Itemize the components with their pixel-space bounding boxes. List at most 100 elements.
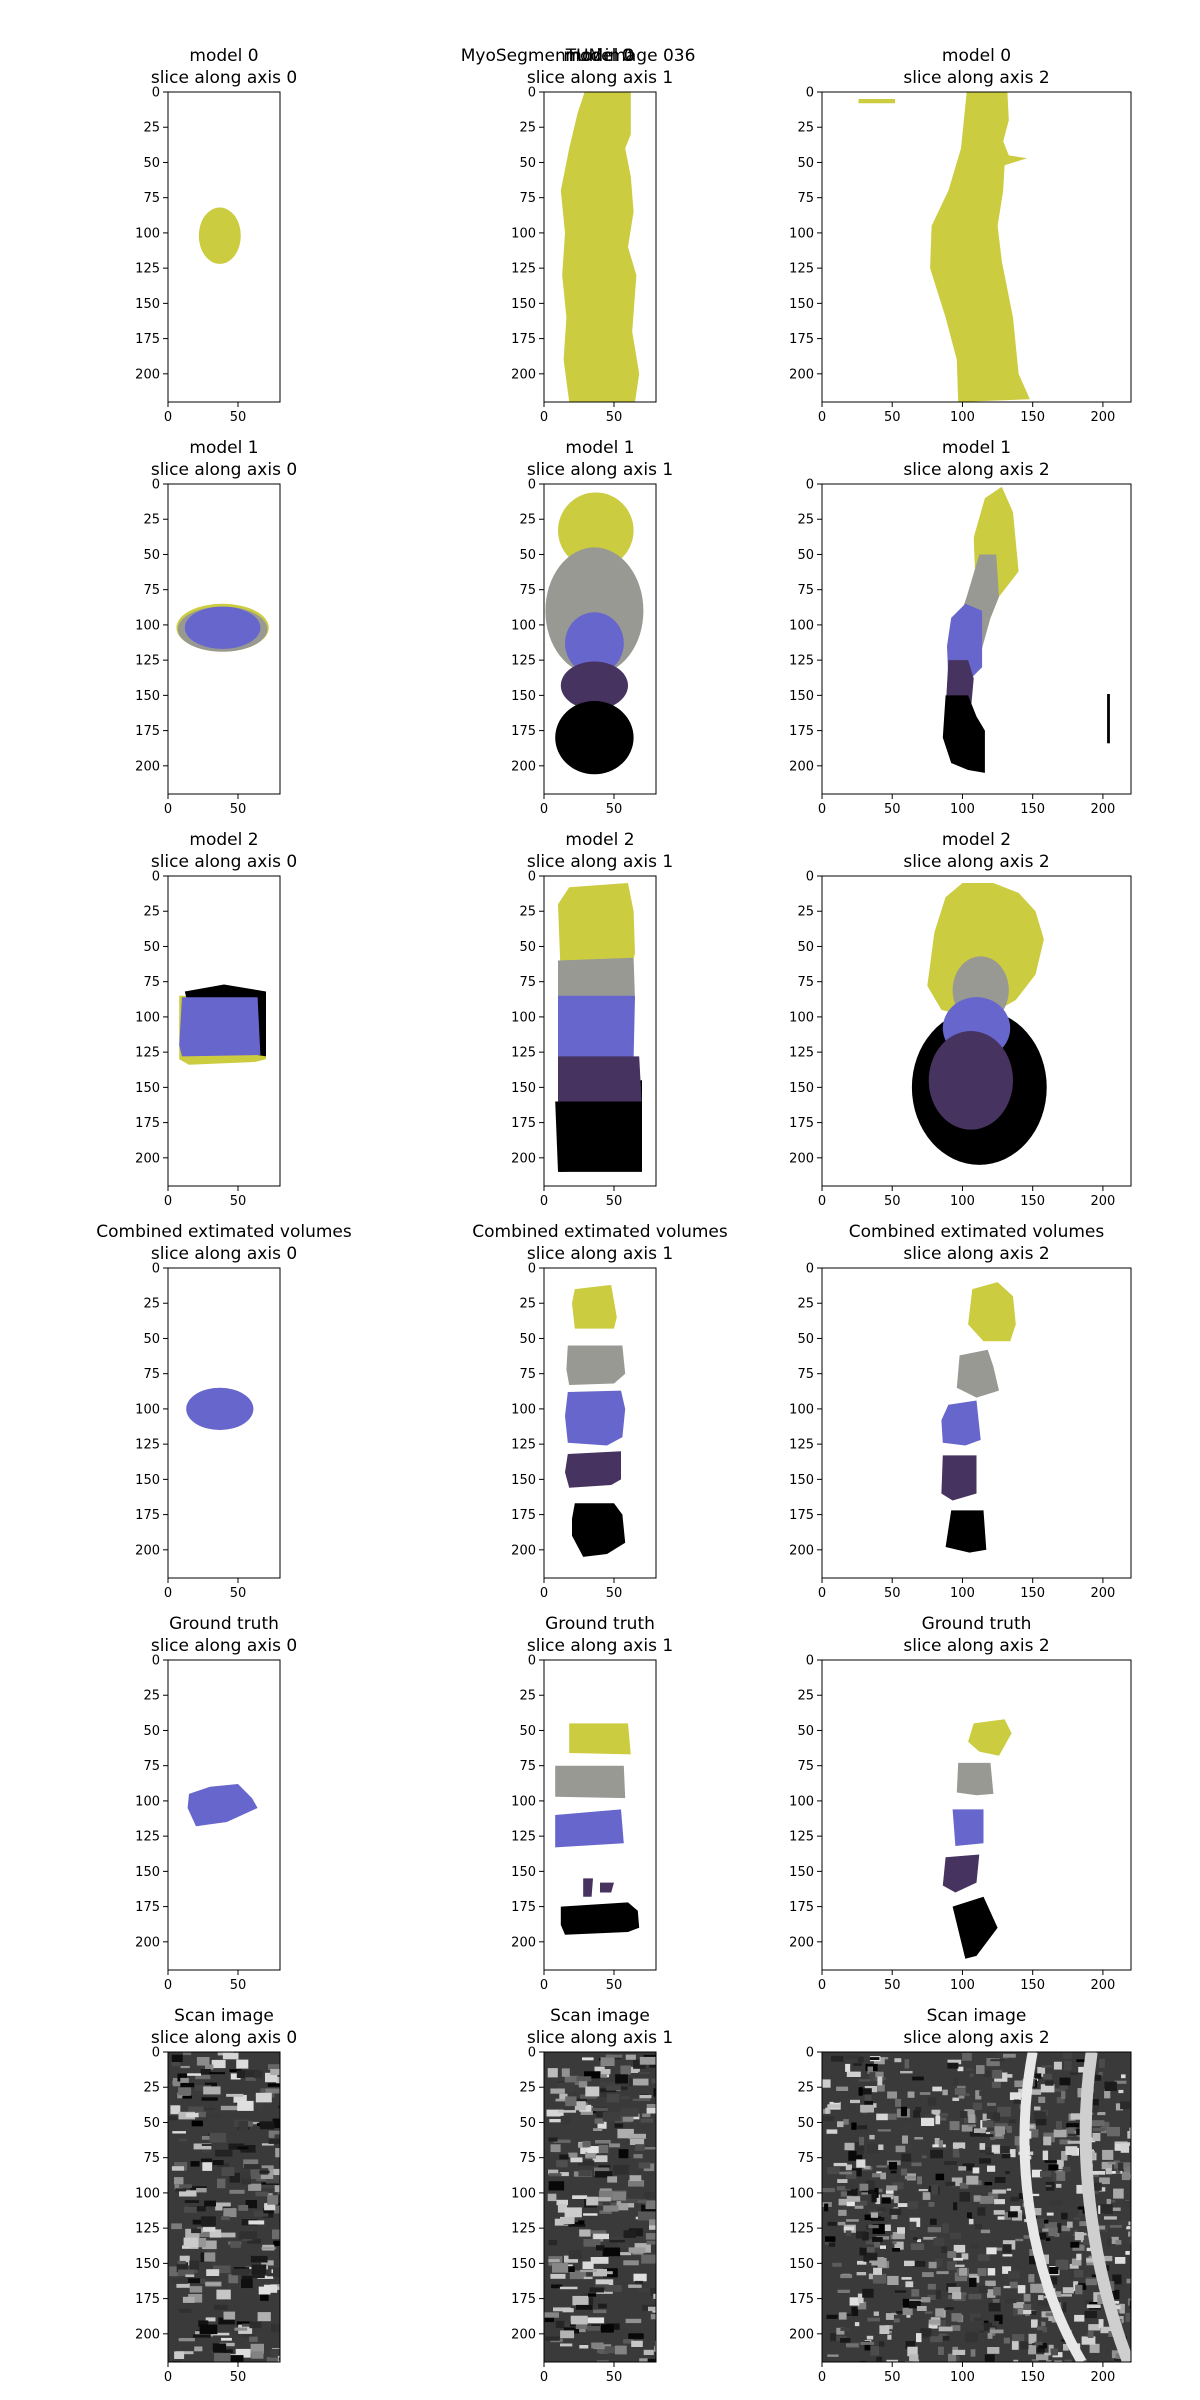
scan-texture: [979, 2330, 984, 2333]
y-tick-label: 75: [143, 1367, 160, 1382]
scan-texture: [649, 2222, 656, 2230]
y-tick-label: 0: [528, 1654, 536, 1669]
scan-texture: [178, 2338, 195, 2342]
scan-texture: [1031, 2193, 1040, 2197]
scan-texture: [1067, 2140, 1081, 2144]
scan-texture: [942, 2335, 950, 2341]
scan-texture: [935, 2115, 941, 2125]
scan-texture: [557, 2204, 567, 2213]
scan-texture: [897, 2227, 905, 2234]
mask-region: [1107, 694, 1110, 744]
x-tick-label: 0: [164, 1586, 172, 1601]
scan-texture: [857, 2301, 867, 2310]
scan-texture: [840, 2274, 853, 2279]
scan-texture: [1002, 2244, 1012, 2253]
axes-frame: [167, 1267, 281, 1579]
scan-texture: [205, 2113, 222, 2119]
scan-texture: [1099, 2058, 1105, 2068]
scan-texture: [1023, 2310, 1036, 2314]
scan-texture: [892, 2232, 905, 2240]
scan-texture: [912, 2261, 926, 2267]
scan-texture: [984, 2361, 999, 2362]
y-tick-label: 125: [789, 2222, 814, 2237]
scan-texture: [838, 2198, 847, 2206]
scan-texture: [875, 2194, 881, 2205]
axes-frame: [167, 2051, 281, 2363]
scan-texture: [247, 2238, 261, 2244]
mask-region: [583, 1878, 593, 1897]
scan-texture: [1013, 2359, 1019, 2362]
x-tick-label: 0: [540, 1194, 548, 1209]
scan-texture: [850, 2099, 860, 2104]
scan-texture: [593, 2128, 603, 2131]
scan-texture: [229, 2172, 241, 2183]
y-tick-label: 0: [152, 2046, 160, 2061]
scan-texture: [876, 2113, 888, 2121]
scan-texture: [572, 2195, 588, 2199]
scan-texture: [953, 2202, 958, 2211]
scan-texture: [902, 2298, 910, 2308]
scan-texture: [880, 2172, 886, 2180]
scan-texture: [872, 2237, 883, 2242]
scan-texture: [241, 2323, 256, 2327]
scan-texture: [973, 2317, 983, 2322]
scan-texture: [848, 2151, 863, 2161]
scan-texture: [980, 2229, 991, 2234]
scan-texture: [634, 2280, 643, 2286]
y-tick-label: 150: [789, 1473, 814, 1488]
mask-region: [572, 1284, 617, 1329]
y-tick-label: 100: [789, 2186, 814, 2201]
scan-texture: [827, 2104, 841, 2109]
scan-texture: [1056, 2183, 1062, 2188]
scan-texture: [555, 2098, 571, 2102]
scan-texture: [924, 2311, 933, 2314]
scan-texture: [177, 2092, 190, 2099]
scan-texture: [191, 2228, 202, 2234]
scan-texture: [1104, 2216, 1117, 2220]
y-tick-label: 200: [511, 1935, 536, 1950]
scan-texture: [1052, 2291, 1062, 2298]
scan-texture: [591, 2107, 608, 2112]
scan-texture: [877, 2207, 887, 2211]
axes-frame: [167, 91, 281, 403]
y-tick-label: 100: [789, 1402, 814, 1417]
scan-texture: [607, 2176, 618, 2183]
scan-texture: [1097, 2112, 1106, 2116]
scan-texture: [881, 2194, 894, 2200]
scan-texture: [1058, 2294, 1072, 2297]
scan-texture: [975, 2090, 982, 2100]
y-tick-label: 25: [143, 905, 160, 920]
panel-subtitle: slice along axis 1: [527, 1244, 673, 1264]
scan-texture: [873, 2311, 879, 2316]
scan-texture: [218, 2232, 236, 2238]
y-tick-label: 75: [797, 975, 814, 990]
scan-texture: [200, 2216, 216, 2227]
scan-texture: [933, 2237, 945, 2246]
scan-texture: [969, 2273, 981, 2276]
scan-texture: [1127, 2131, 1131, 2139]
panel-title: model 1: [942, 438, 1011, 458]
scan-texture: [1031, 2310, 1037, 2315]
scan-texture: [273, 2168, 280, 2176]
panel-title: Combined extimated volumes: [96, 1222, 352, 1242]
scan-texture: [1061, 2339, 1066, 2342]
scan-texture: [1069, 2072, 1084, 2075]
panel-subtitle: slice along axis 0: [151, 2028, 297, 2048]
scan-texture: [958, 2148, 963, 2153]
y-tick-label: 200: [511, 759, 536, 774]
scan-texture: [1034, 2208, 1042, 2216]
scan-texture: [907, 2346, 918, 2357]
mask-region: [928, 1031, 1014, 1130]
scan-texture: [1129, 2174, 1131, 2179]
y-tick-label: 0: [528, 2046, 536, 2061]
scan-texture: [868, 2224, 879, 2229]
scan-texture: [1073, 2281, 1079, 2285]
scan-texture: [846, 2343, 859, 2347]
scan-texture: [1015, 2308, 1026, 2315]
scan-texture: [1076, 2184, 1088, 2194]
scan-texture: [643, 2054, 656, 2059]
x-tick-label: 150: [1020, 1194, 1045, 1209]
scan-texture: [606, 2085, 621, 2091]
scan-texture: [947, 2251, 957, 2258]
